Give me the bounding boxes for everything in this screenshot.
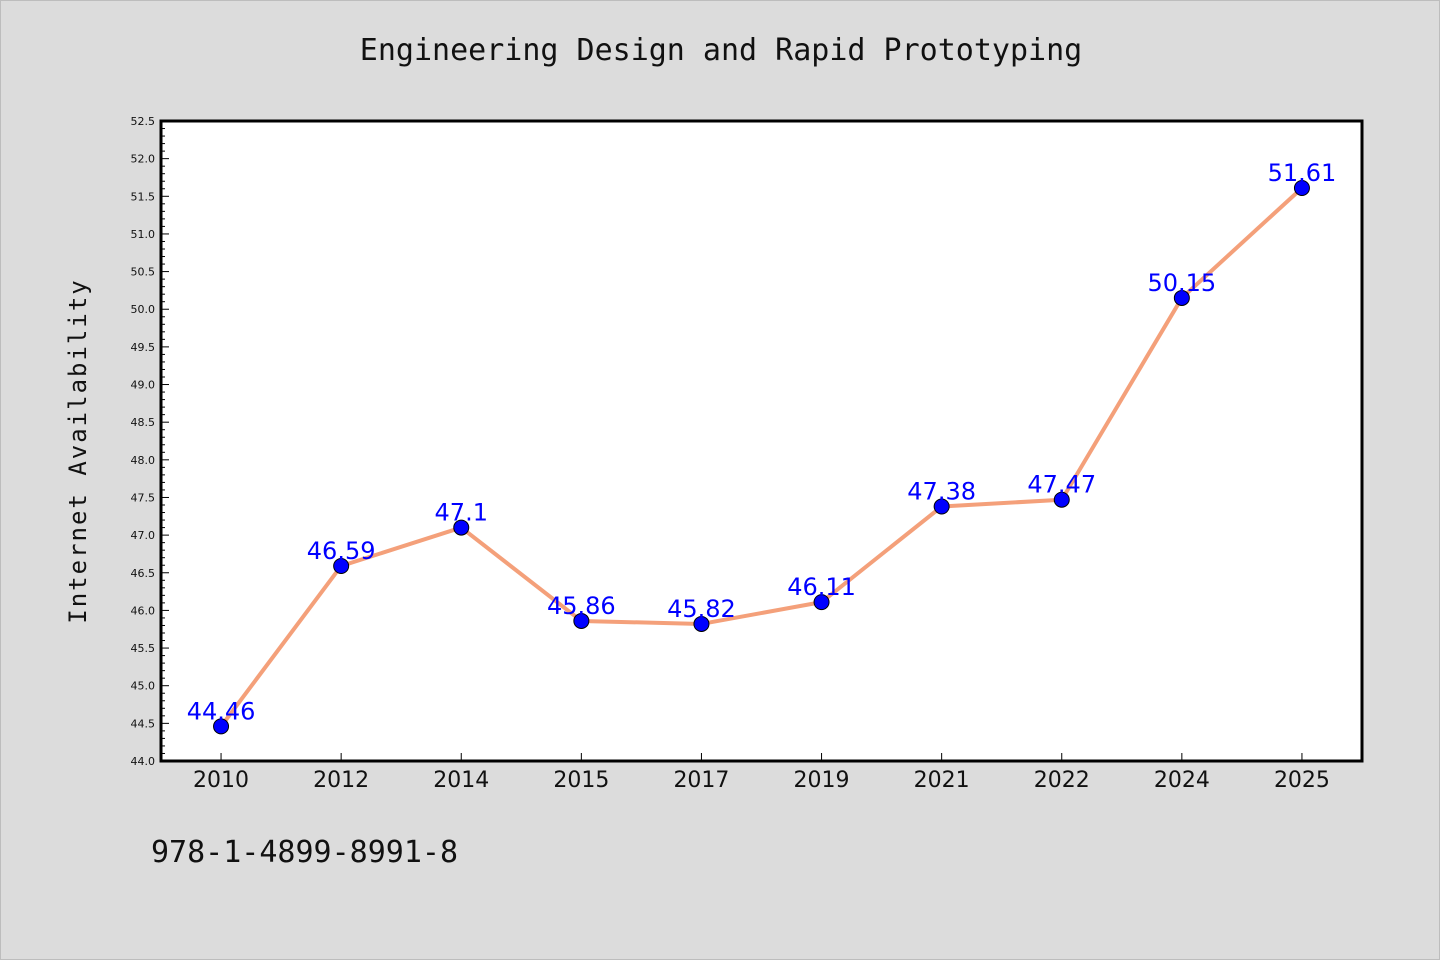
chart-title: Engineering Design and Rapid Prototyping	[359, 33, 1083, 68]
x-tick-label: 2019	[794, 768, 850, 793]
data-point	[1053, 491, 1070, 508]
data-label: 45.86	[547, 592, 616, 620]
x-tick-label: 2015	[553, 768, 609, 793]
data-label: 45.82	[667, 595, 736, 623]
y-tick-label: 44.5	[131, 717, 156, 730]
data-point	[573, 612, 590, 629]
y-tick-label: 52.0	[131, 153, 156, 166]
data-point	[933, 498, 950, 515]
data-point	[213, 718, 230, 735]
y-tick-label: 44.0	[131, 755, 156, 768]
x-tick-label: 2014	[433, 768, 489, 793]
y-tick-label: 50.0	[131, 303, 156, 316]
data-point	[1293, 180, 1310, 197]
y-tick-label: 45.5	[131, 642, 156, 655]
x-tick-label: 2022	[1034, 768, 1090, 793]
series-line	[219, 186, 1304, 728]
series-group: 44.46 46.59 47.1 45.86 45.82 46.11 47.38 47.47 5…	[187, 159, 1337, 735]
y-tick-label: 48.0	[131, 454, 156, 467]
data-label: 50.15	[1147, 269, 1216, 297]
y-tick-label: 49.5	[131, 341, 156, 354]
y-tick-label: 46.5	[131, 567, 156, 580]
data-label: 46.59	[307, 537, 376, 565]
x-tick-label: 2012	[313, 768, 369, 793]
y-axis: 44.0 44.5 45.0 45.5 46.0 46.5 47.0 47.5 48.0 48.5…	[131, 115, 169, 768]
y-tick-label: 49.0	[131, 379, 156, 392]
data-point	[1173, 289, 1190, 306]
y-axis-label: Internet Availability	[64, 278, 92, 623]
isbn-code: 978-1-4899-8991-8	[151, 835, 459, 870]
y-tick-label: 47.5	[131, 491, 156, 504]
plot-frame	[159, 119, 1364, 763]
y-tick-label: 48.5	[131, 416, 156, 429]
x-tick-label: 2021	[914, 768, 970, 793]
data-label: 44.46	[187, 697, 256, 725]
data-label: 47.1	[435, 499, 488, 527]
data-point	[453, 519, 470, 536]
data-point	[813, 594, 830, 611]
y-tick-label: 45.0	[131, 680, 156, 693]
y-tick-label: 47.0	[131, 529, 156, 542]
x-tick-label: 2024	[1154, 768, 1210, 793]
x-tick-label: 2010	[193, 768, 249, 793]
y-tick-label: 52.5	[131, 115, 156, 128]
data-label: 47.38	[907, 478, 976, 506]
x-tick-label: 2025	[1274, 768, 1330, 793]
data-label: 51.61	[1268, 159, 1337, 187]
y-tick-label: 51.0	[131, 228, 156, 241]
y-tick-label: 46.0	[131, 604, 156, 617]
data-label: 46.11	[787, 573, 856, 601]
data-label: 47.47	[1027, 471, 1096, 499]
y-tick-label: 51.5	[131, 190, 156, 203]
x-tick-label: 2017	[673, 768, 729, 793]
data-point	[333, 557, 350, 574]
data-point	[693, 615, 710, 632]
plot-area	[161, 121, 1362, 761]
x-axis: 2010 2012 2014 2015 2017 2019 2021 2022 2024 2025	[193, 753, 1330, 793]
y-tick-label: 50.5	[131, 266, 156, 279]
